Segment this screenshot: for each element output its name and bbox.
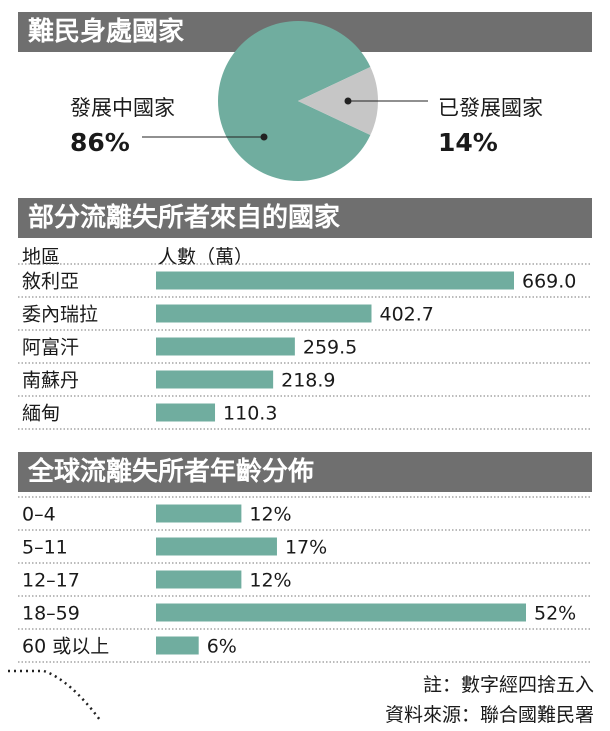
- age-value-label: 17%: [285, 537, 327, 559]
- country-bar: [156, 370, 274, 389]
- column-label-region: 地區: [22, 246, 61, 268]
- panel2-header: 部分流離失所者來自的國家: [18, 198, 592, 238]
- age-category-label: 5–11: [22, 537, 68, 559]
- country-bar: [156, 403, 216, 422]
- age-category-label: 12–17: [22, 570, 80, 592]
- column-label-value: 人數（萬）: [158, 246, 254, 268]
- country-value-label: 259.5: [303, 337, 357, 359]
- age-bar: [156, 537, 277, 556]
- country-value-label: 402.7: [379, 304, 433, 326]
- country-category-label: 南蘇丹: [22, 370, 79, 392]
- country-value-label: 669.0: [522, 271, 576, 293]
- pie-slice-developed: [298, 66, 378, 136]
- country-category-label: 敘利亞: [22, 271, 79, 293]
- age-value-label: 12%: [249, 504, 291, 526]
- panel3-header: 全球流離失所者年齡分佈: [18, 452, 592, 492]
- country-value-label: 218.9: [281, 370, 335, 392]
- country-category-label: 阿富汗: [22, 337, 79, 359]
- age-category-label: 60 或以上: [22, 636, 109, 658]
- country-bar: [156, 271, 514, 290]
- age-bar: [156, 570, 242, 589]
- age-category-label: 0–4: [22, 504, 56, 526]
- age-bar: [156, 636, 199, 655]
- country-bar: [156, 304, 372, 323]
- pie-value-developing: 86%: [70, 128, 130, 157]
- pie-value-developed: 14%: [438, 128, 498, 157]
- rounding-note: 註：數字經四捨五入: [422, 674, 594, 696]
- country-category-label: 緬甸: [22, 403, 60, 425]
- source-note: 資料來源：聯合國難民署: [384, 704, 594, 726]
- age-category-label: 18–59: [22, 603, 80, 625]
- pie-dot-developed: [344, 97, 352, 105]
- decorative-dotted-line: [8, 669, 101, 721]
- age-value-label: 12%: [249, 570, 291, 592]
- pie-label-developed: 已發展國家: [438, 96, 543, 120]
- country-category-label: 委內瑞拉: [22, 304, 98, 326]
- country-bar: [156, 337, 295, 356]
- age-value-label: 52%: [534, 603, 576, 625]
- country-value-label: 110.3: [223, 403, 277, 425]
- pie-label-developing: 發展中國家: [70, 96, 175, 120]
- pie-dot-developing: [260, 133, 268, 141]
- age-bar: [156, 603, 526, 622]
- age-value-label: 6%: [207, 636, 237, 658]
- pie-slice-developing: [217, 21, 371, 182]
- age-bar: [156, 504, 242, 523]
